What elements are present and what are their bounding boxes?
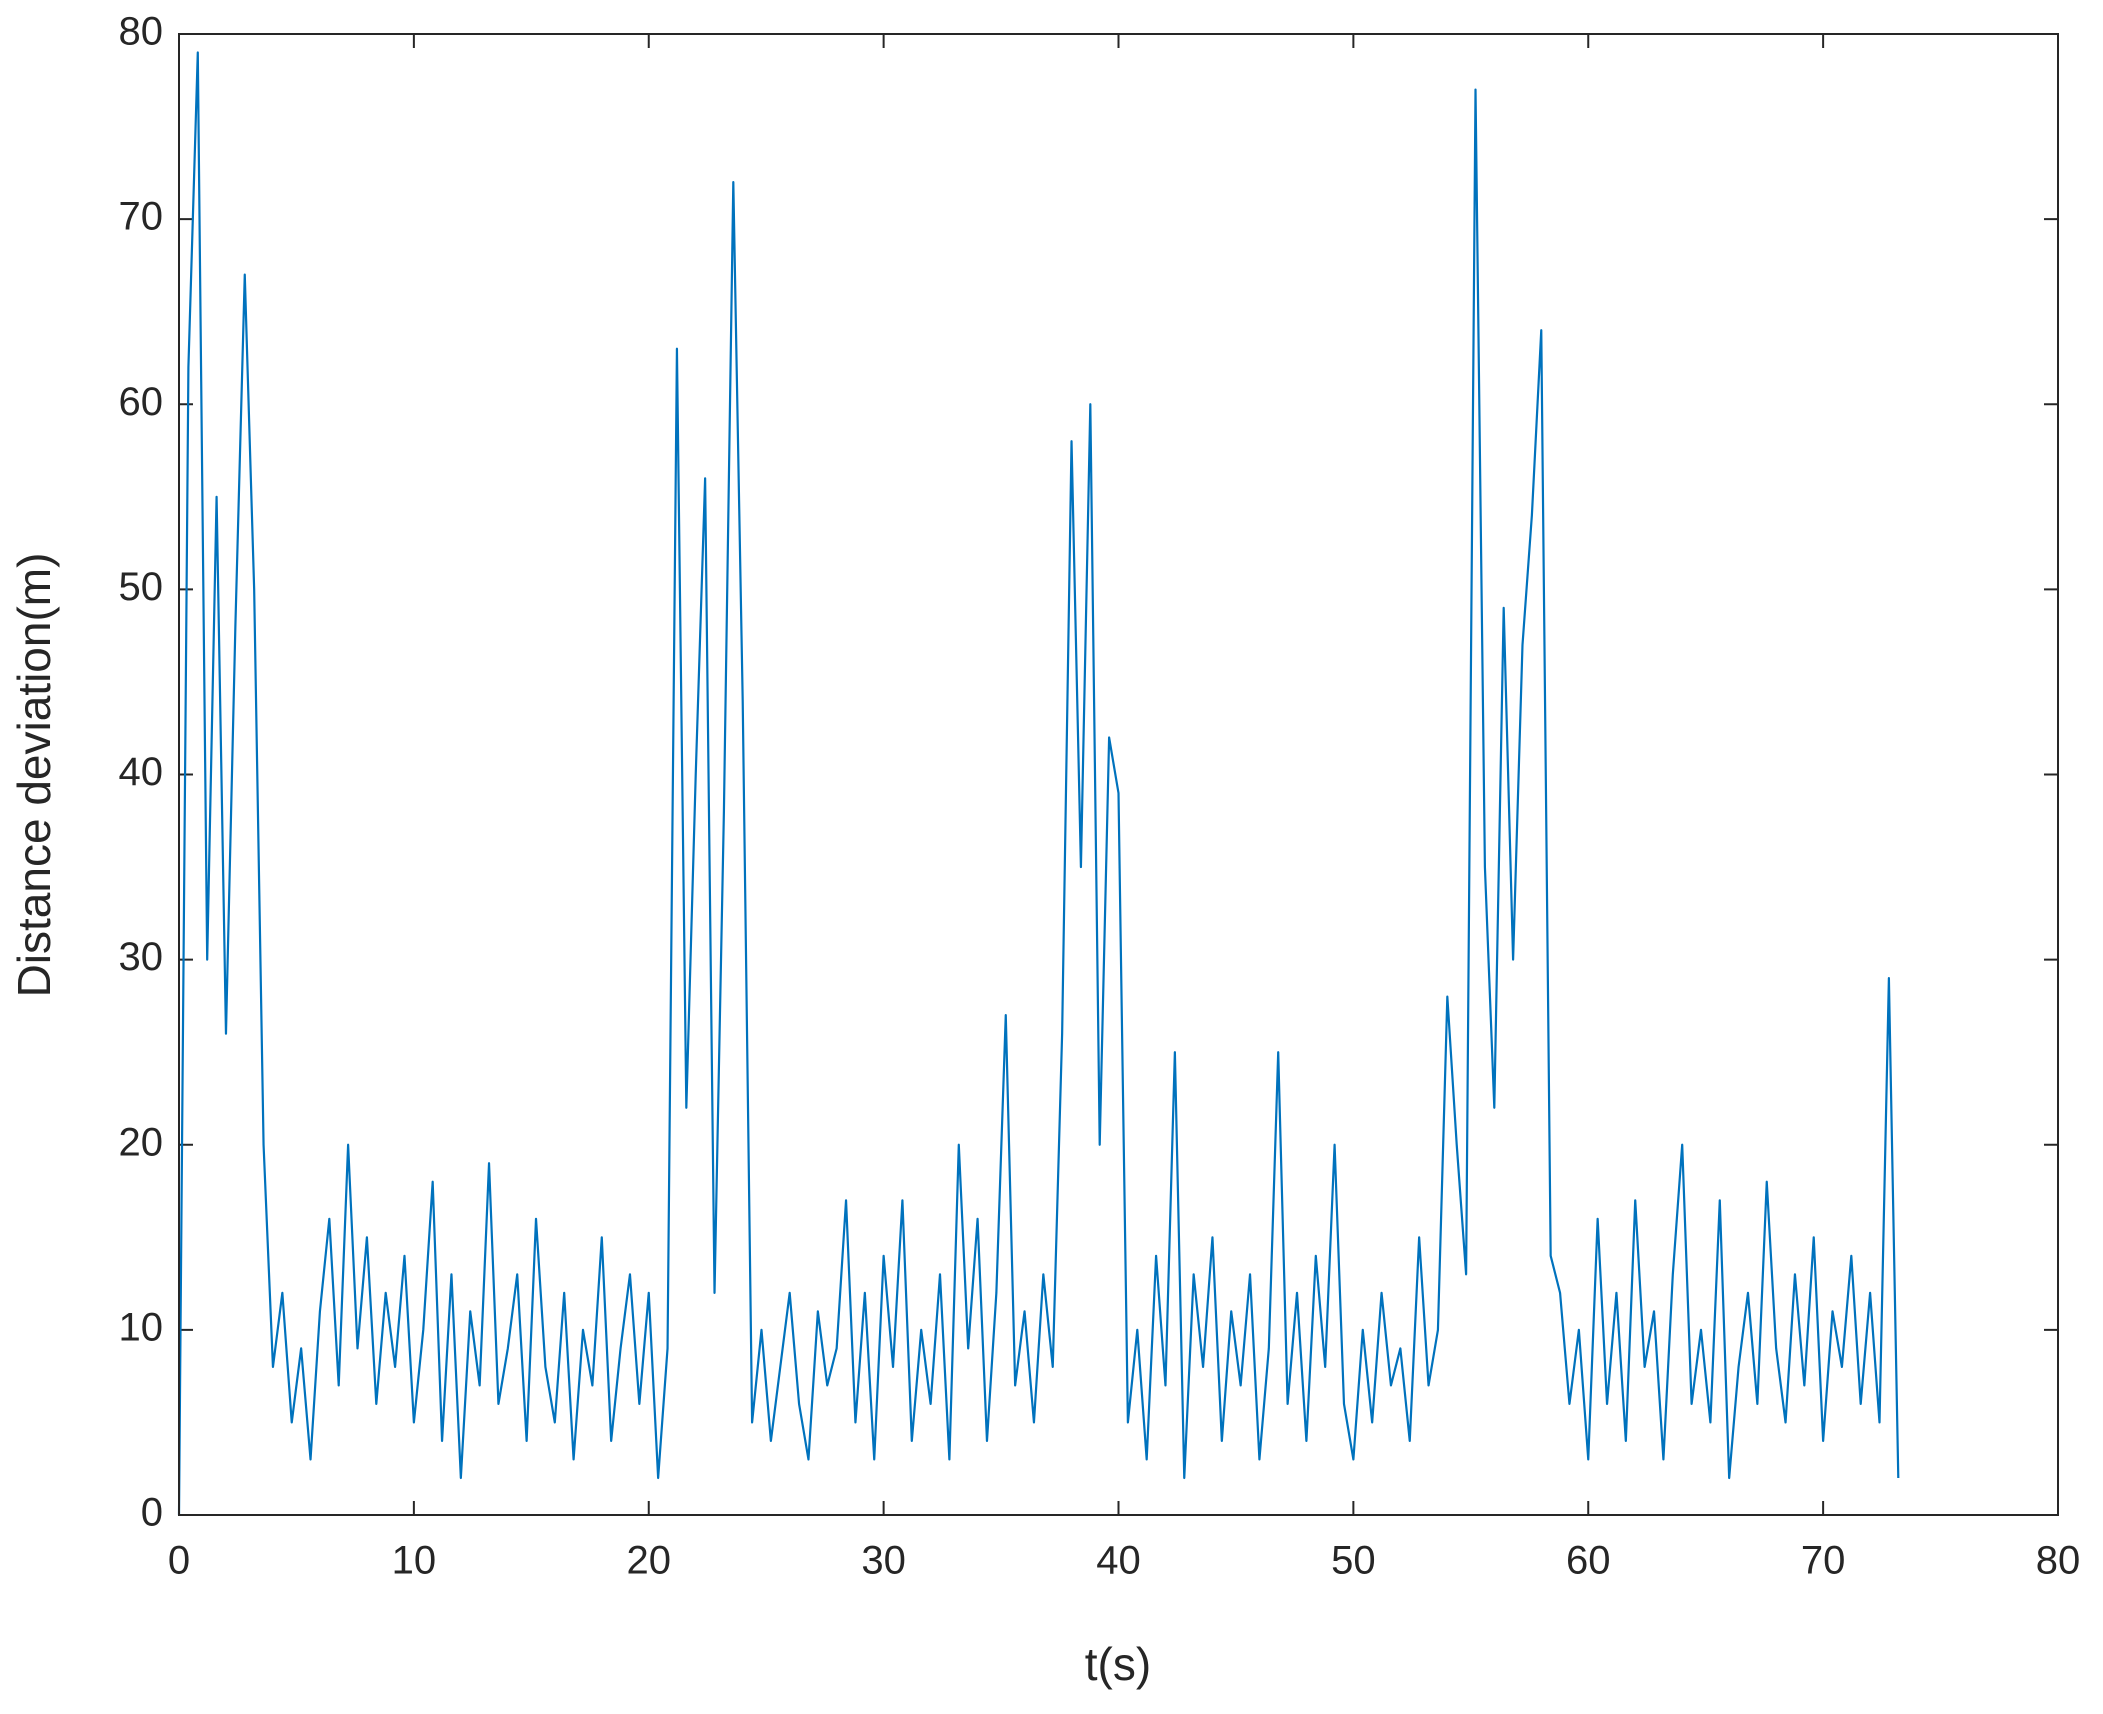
y-axis-label: Distance deviation(m)	[8, 553, 60, 998]
x-tick-label: 40	[1096, 1539, 1141, 1583]
x-tick-label: 60	[1566, 1539, 1611, 1583]
y-tick-label: 0	[141, 1491, 163, 1535]
x-tick-label: 30	[861, 1539, 906, 1583]
x-tick-label: 70	[1801, 1539, 1846, 1583]
y-tick-label: 10	[119, 1305, 164, 1349]
y-tick-label: 20	[119, 1120, 164, 1164]
y-tick-label: 60	[119, 380, 164, 424]
y-tick-label: 30	[119, 935, 164, 979]
plot-frame	[178, 33, 2059, 1516]
x-tick-label: 0	[168, 1539, 190, 1583]
y-tick-label: 80	[119, 10, 164, 54]
y-tick-label: 50	[119, 565, 164, 609]
y-tick-label: 70	[119, 195, 164, 239]
x-axis-label: t(s)	[1085, 1638, 1151, 1690]
x-tick-label: 20	[627, 1539, 672, 1583]
y-tick-label: 40	[119, 750, 164, 794]
data-line	[177, 51, 1900, 1516]
x-tick-label: 80	[2036, 1539, 2081, 1583]
x-tick-label: 10	[392, 1539, 437, 1583]
x-tick-label: 50	[1331, 1539, 1376, 1583]
